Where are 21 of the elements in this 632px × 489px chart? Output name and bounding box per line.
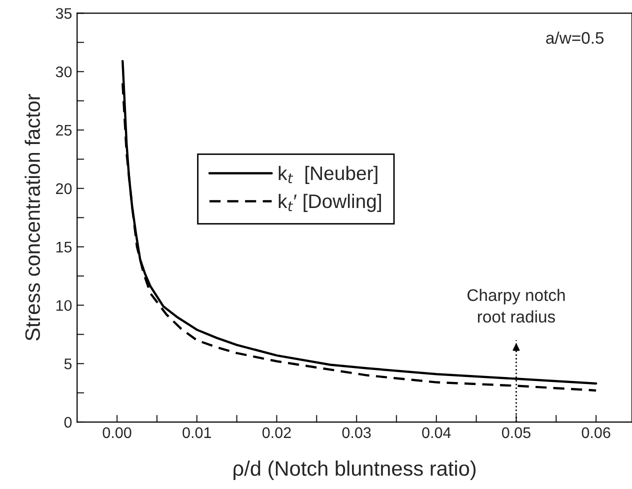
x-tick-label: 0.01 <box>182 427 211 438</box>
y-tick-label: 35 <box>56 8 72 19</box>
y-tick-label: 20 <box>56 183 72 194</box>
y-axis-title: Stress concentration factor <box>24 94 40 341</box>
annotation: a/w=0.5 <box>546 32 604 44</box>
y-tick-label: 25 <box>56 124 72 136</box>
y-tick-label: 10 <box>56 300 72 311</box>
x-tick-label: 0.05 <box>502 427 530 438</box>
ref-line-label: Charpy notch root radius <box>468 288 565 323</box>
y-tick-label: 5 <box>64 358 72 370</box>
x-axis-title: ρ/d (Notch bluntness ratio) <box>234 460 476 480</box>
x-tick-label: 0.03 <box>342 427 371 438</box>
legend-label: k$_{t}$′ [Dowling] <box>278 194 381 212</box>
x-tick-label: 0.06 <box>582 427 610 438</box>
x-tick-label: 0.02 <box>262 427 291 438</box>
x-tick-label: 0.04 <box>422 427 451 438</box>
y-tick-label: 15 <box>56 242 72 252</box>
x-tick-label: 0.00 <box>102 427 132 438</box>
y-tick-label: 30 <box>56 66 72 78</box>
y-tick-label: 0 <box>64 416 72 428</box>
legend-label: k$_{t}$ [Neuber] <box>278 166 378 184</box>
